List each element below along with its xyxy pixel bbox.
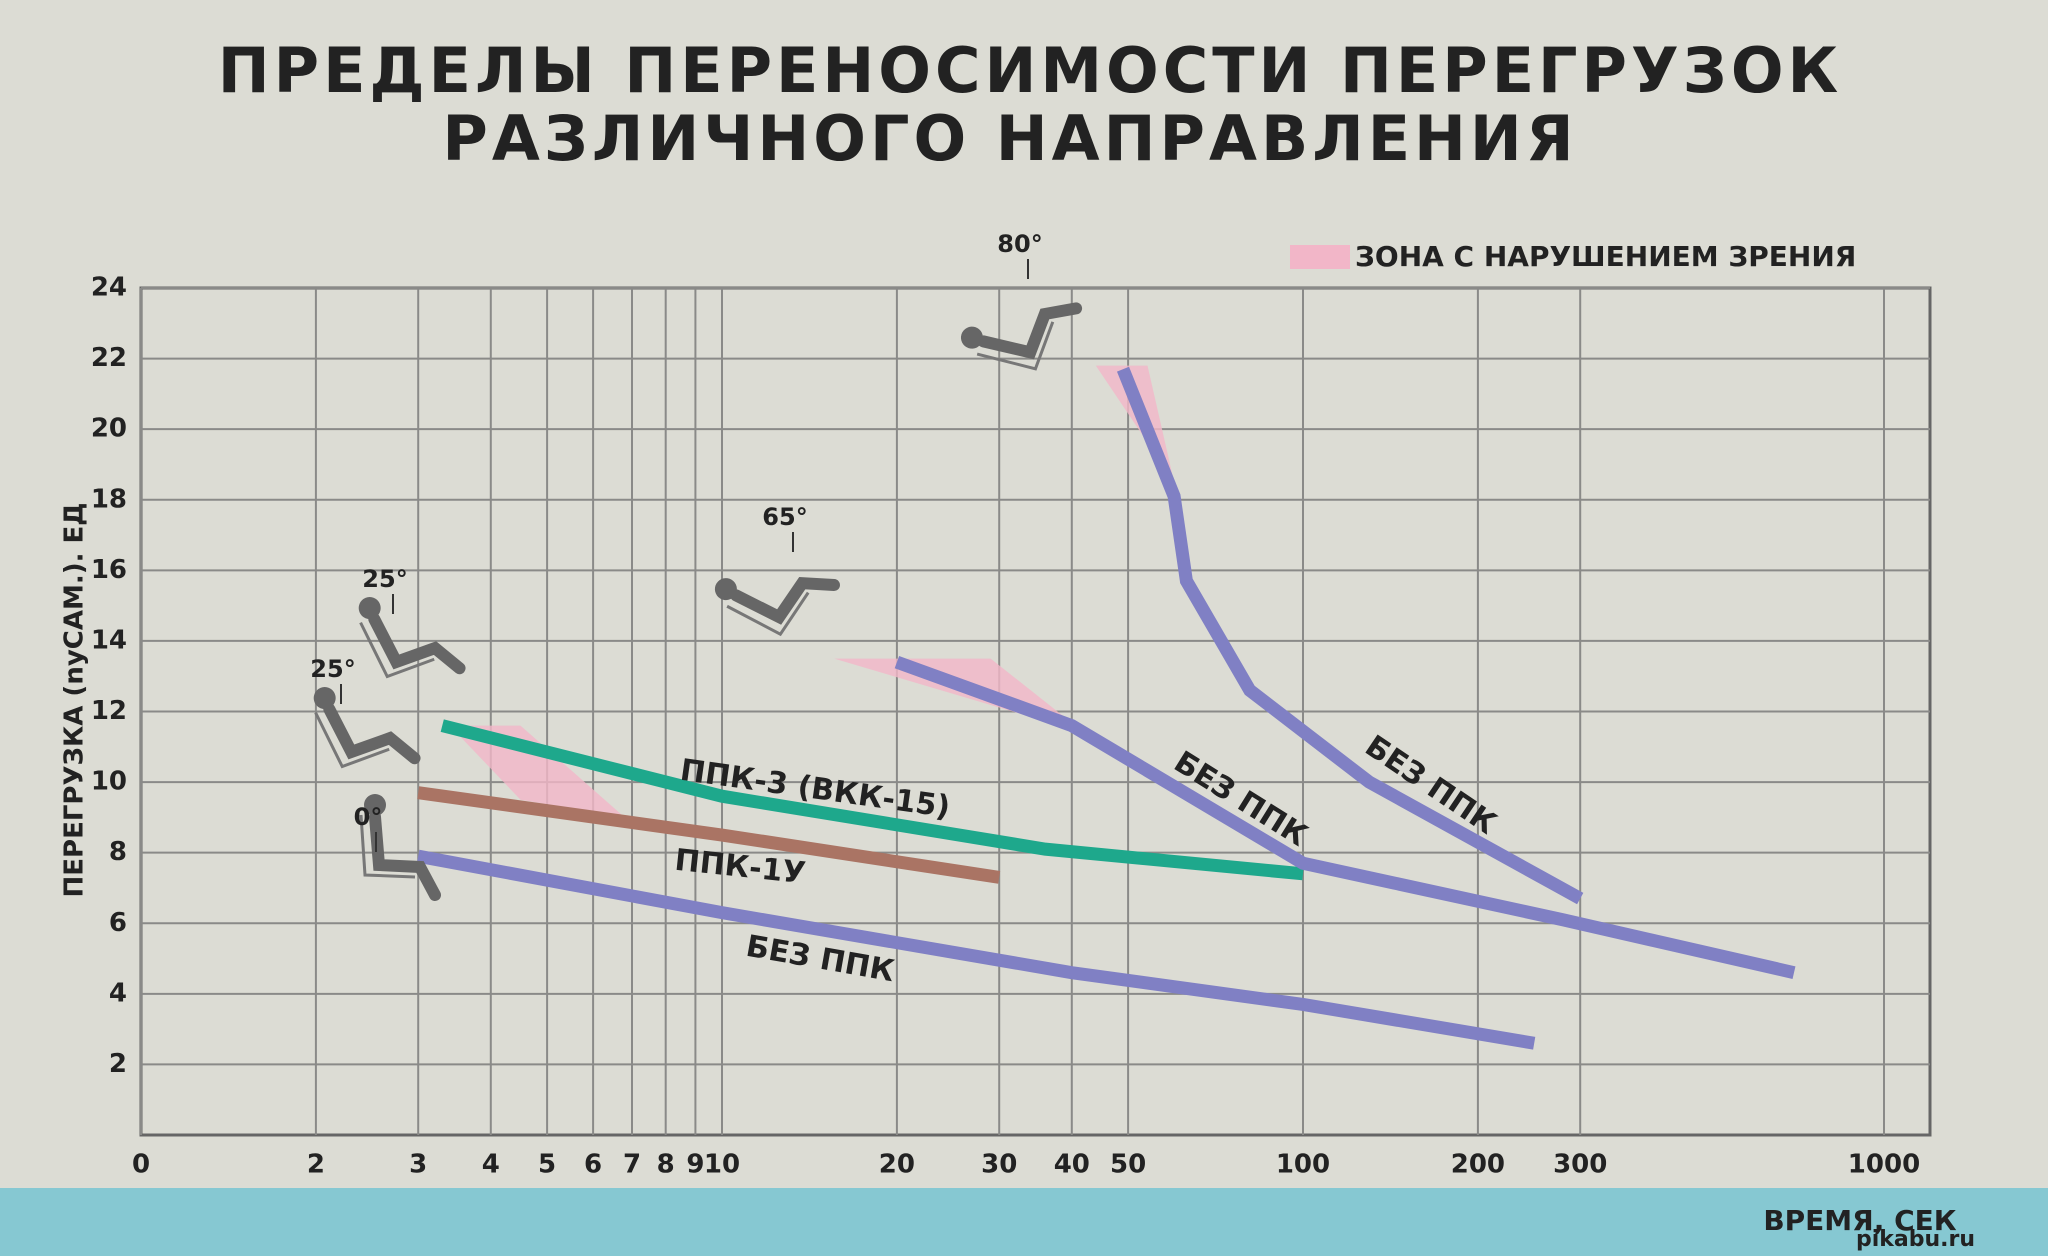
figure-seat (976, 321, 1055, 371)
x-tick-label: 7 (623, 1150, 641, 1180)
vision-zone (1095, 365, 1175, 483)
figure-body (323, 703, 421, 765)
y-tick-label: 16 (91, 555, 127, 585)
seat-figure (358, 597, 466, 679)
x-tick-label: 100 (1276, 1150, 1330, 1180)
seat-figure (714, 576, 840, 637)
vision-zone (449, 725, 625, 818)
figure-seat (359, 814, 416, 879)
x-tick-label: 5 (538, 1150, 556, 1180)
figure-head (364, 794, 386, 816)
chart-title: РАЗЛИЧНОГО НАПРАВЛЕНИЯ (442, 102, 1577, 175)
x-axis-label: ВРЕМЯ, СЕК (1763, 1204, 1956, 1237)
x-tick-label: 2 (307, 1150, 325, 1180)
y-tick-label: 8 (109, 837, 127, 867)
y-axis-label: ПЕРЕГРУЗКА (nуСАМ.). ЕД (60, 503, 90, 898)
watermark: pikabu.ru (1856, 1227, 1975, 1252)
bottom-strip (0, 1188, 2048, 1256)
x-tick-label: 1000 (1848, 1150, 1920, 1180)
y-tick-label: 2 (109, 1049, 127, 1079)
x-tick-label: 50 (1110, 1150, 1146, 1180)
x-tick-label: 0 (132, 1150, 150, 1180)
angle-label: 80° (997, 230, 1042, 258)
y-tick-label: 6 (109, 908, 127, 938)
y-tick-label: 4 (109, 978, 127, 1008)
series-line (1116, 366, 1584, 905)
figure-body (730, 576, 840, 625)
angle-label: 0° (354, 803, 383, 831)
figure-seat (314, 711, 390, 769)
legend-label: ЗОНА С НАРУШЕНИЕМ ЗРЕНИЯ (1355, 240, 1856, 273)
x-tick-label: 4 (482, 1150, 500, 1180)
series-line (417, 786, 1001, 884)
x-tick-label: 30 (981, 1150, 1017, 1180)
y-tick-label: 10 (91, 767, 127, 797)
figure-head (960, 326, 983, 349)
chart-title: ПРЕДЕЛЫ ПЕРЕНОСИМОСТИ ПЕРЕГРУЗОК (218, 34, 1842, 107)
y-tick-label: 14 (91, 625, 127, 655)
series-line (417, 849, 1536, 1050)
y-tick-label: 18 (91, 484, 127, 514)
x-tick-label: 10 (704, 1150, 740, 1180)
x-tick-label: 300 (1553, 1150, 1607, 1180)
series-line (440, 719, 1304, 881)
figure-seat (726, 591, 810, 637)
x-tick-label: 200 (1451, 1150, 1505, 1180)
x-tick-label: 40 (1054, 1150, 1090, 1180)
y-tick-label: 20 (91, 414, 127, 444)
y-tick-label: 24 (91, 273, 127, 303)
y-tick-label: 12 (91, 696, 127, 726)
figure-seat (359, 621, 435, 679)
y-tick-label: 22 (91, 343, 127, 373)
x-tick-label: 3 (409, 1150, 427, 1180)
x-tick-label: 8 (657, 1150, 675, 1180)
x-tick-label: 6 (584, 1150, 602, 1180)
seat-figure (960, 302, 1083, 371)
series-line (894, 655, 1796, 979)
angle-label: 25° (310, 655, 355, 683)
x-tick-label: 20 (879, 1150, 915, 1180)
figure-body (977, 302, 1083, 360)
legend-swatch (1290, 245, 1350, 269)
figure-body (368, 613, 466, 675)
x-tick-label: 9 (686, 1150, 704, 1180)
angle-label: 65° (762, 503, 807, 531)
angle-label: 25° (362, 565, 407, 593)
seat-figure (313, 687, 421, 769)
